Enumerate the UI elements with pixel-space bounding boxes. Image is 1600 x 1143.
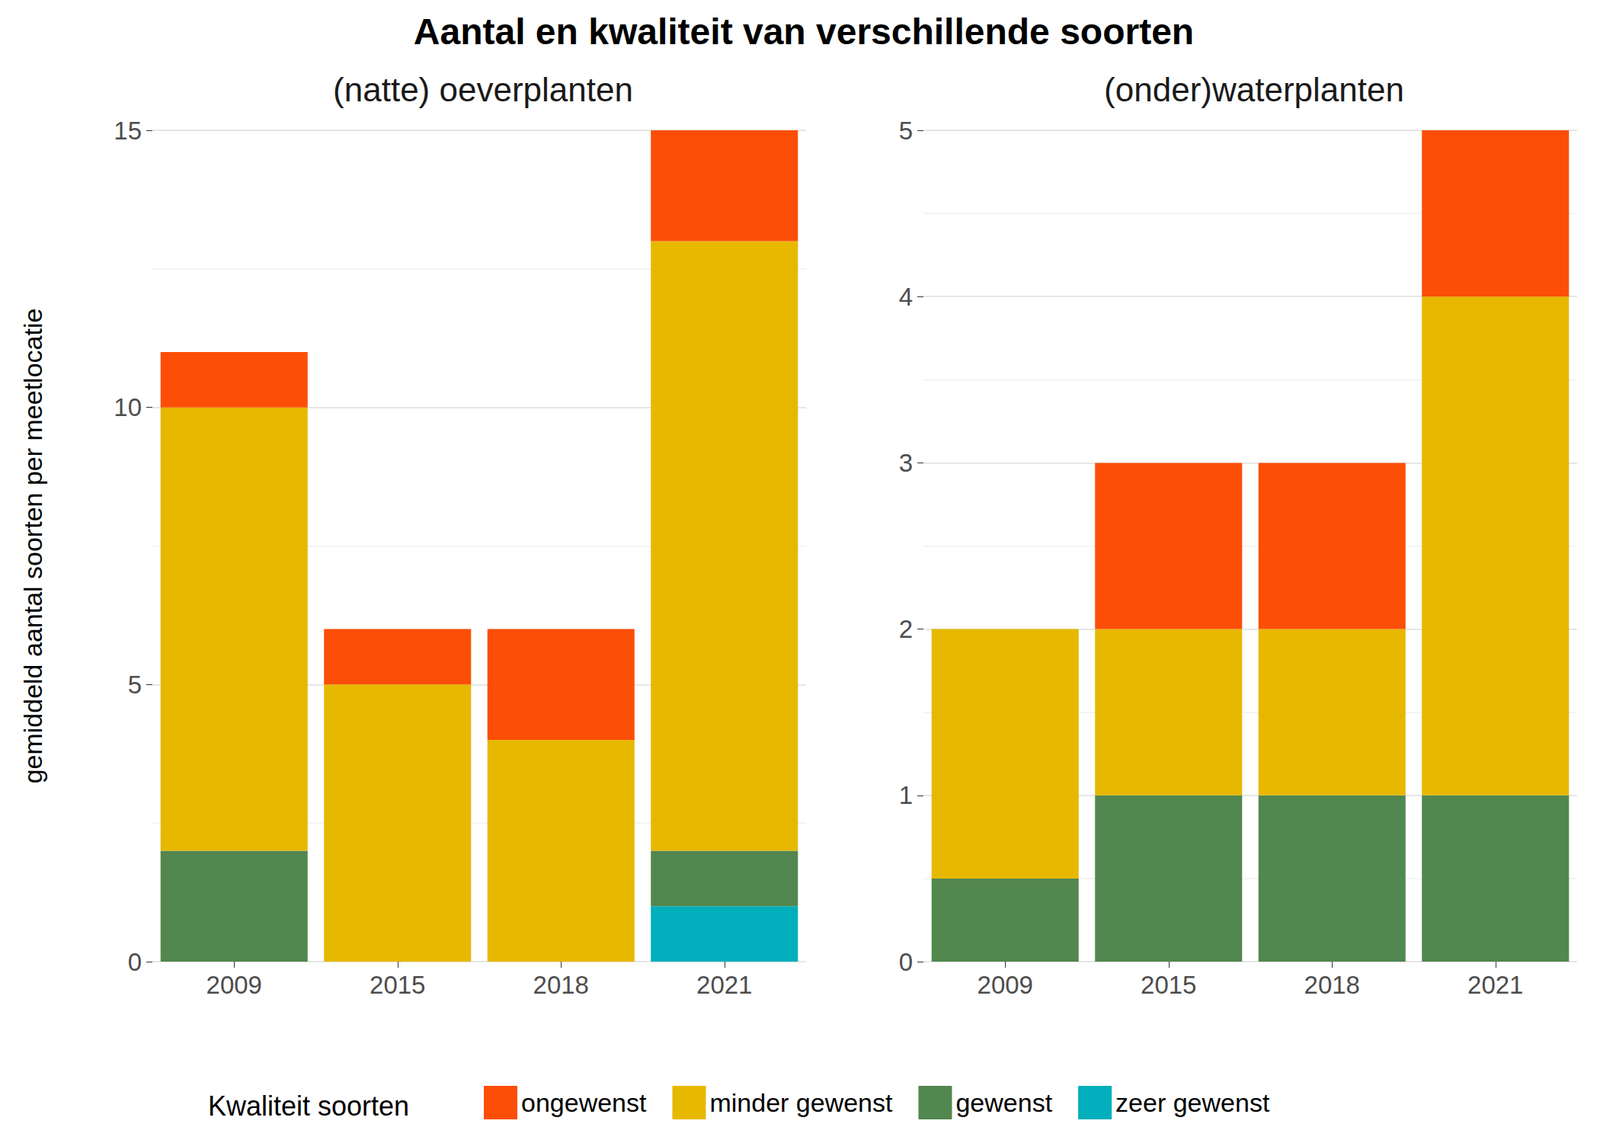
svg-text:2009: 2009 [977, 970, 1034, 999]
svg-text:Kwaliteit soorten: Kwaliteit soorten [208, 1090, 410, 1122]
svg-text:ongewenst: ongewenst [521, 1088, 647, 1117]
svg-text:gemiddeld aantal soorten per m: gemiddeld aantal soorten per meetlocatie [18, 308, 48, 784]
svg-text:3: 3 [899, 448, 913, 477]
svg-text:15: 15 [113, 116, 142, 145]
svg-text:2021: 2021 [1467, 970, 1524, 999]
svg-text:minder gewenst: minder gewenst [709, 1088, 893, 1117]
svg-text:gewenst: gewenst [955, 1088, 1053, 1117]
svg-text:2015: 2015 [1140, 970, 1197, 999]
svg-text:Aantal en kwaliteit van versch: Aantal en kwaliteit van verschillende so… [413, 11, 1194, 52]
svg-text:0: 0 [899, 947, 913, 976]
svg-text:1: 1 [899, 780, 913, 810]
svg-text:10: 10 [113, 393, 142, 422]
svg-text:(onder)waterplanten: (onder)waterplanten [1104, 70, 1405, 109]
svg-text:2018: 2018 [1304, 970, 1360, 999]
svg-text:2009: 2009 [206, 970, 263, 999]
svg-text:2018: 2018 [533, 970, 589, 999]
svg-text:5: 5 [899, 116, 913, 145]
svg-text:2: 2 [899, 614, 913, 644]
svg-text:(natte) oeverplanten: (natte) oeverplanten [332, 70, 634, 109]
svg-text:5: 5 [128, 670, 142, 699]
svg-text:2021: 2021 [696, 970, 752, 999]
svg-text:4: 4 [899, 282, 913, 311]
svg-text:2015: 2015 [369, 970, 426, 999]
svg-text:zeer gewenst: zeer gewenst [1115, 1088, 1271, 1117]
svg-text:0: 0 [128, 947, 142, 976]
